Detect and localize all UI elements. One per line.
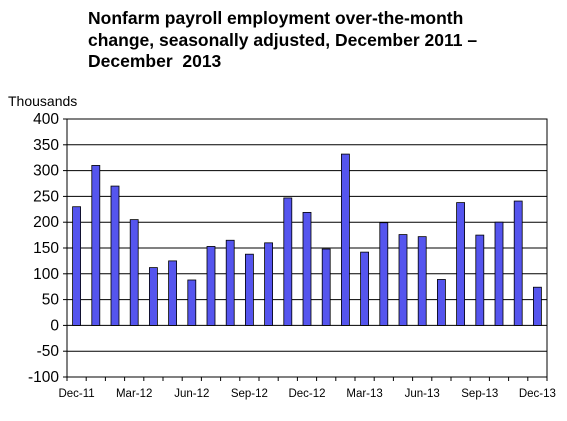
bar — [417, 236, 427, 326]
x-tick-label: Jun-12 — [174, 388, 209, 400]
x-tick-label: Dec-11 — [58, 388, 94, 400]
y-tick-label: 0 — [50, 317, 59, 334]
bar — [244, 253, 254, 326]
bar — [475, 234, 485, 326]
x-tick-label: Sep-12 — [231, 388, 268, 400]
x-tick-label: Sep-13 — [461, 388, 498, 400]
bar — [513, 200, 523, 326]
bar — [91, 165, 101, 326]
y-tick-label: 250 — [33, 188, 59, 205]
chart-title-line: Nonfarm payroll employment over-the-mont… — [88, 8, 464, 28]
bar — [148, 267, 158, 326]
bar — [302, 211, 312, 326]
bar — [110, 185, 120, 326]
bar — [168, 260, 178, 326]
y-tick-label: 100 — [33, 266, 59, 283]
y-tick-label: 50 — [42, 292, 60, 309]
bar — [206, 246, 216, 326]
y-tick-label: 350 — [33, 137, 59, 154]
y-tick-label: 150 — [33, 240, 59, 257]
y-tick-label: -100 — [28, 369, 59, 386]
bar — [340, 153, 350, 326]
bar — [456, 202, 466, 326]
chart-title-line: December 2013 — [88, 51, 222, 71]
bar — [72, 206, 81, 326]
bar — [187, 279, 197, 326]
y-axis-label: Thousands — [8, 93, 78, 109]
x-tick-label: Dec-13 — [519, 388, 556, 400]
bar — [494, 221, 504, 326]
bar — [225, 239, 235, 326]
bar — [360, 251, 370, 326]
bar — [533, 286, 542, 326]
x-tick-label: Mar-12 — [116, 388, 152, 400]
x-tick-label: Dec-12 — [288, 388, 325, 400]
x-tick-label: Jun-13 — [405, 388, 440, 400]
chart-title: Nonfarm payroll employment over-the-mont… — [88, 8, 548, 73]
plot-border — [66, 118, 548, 378]
x-tick-label: Mar-13 — [346, 388, 382, 400]
y-tick-label: -50 — [37, 343, 60, 360]
bar — [283, 197, 293, 326]
chart-title-line: change, seasonally adjusted, December 20… — [88, 29, 478, 50]
bar — [321, 248, 331, 326]
bar — [264, 242, 274, 326]
y-tick-label: 200 — [33, 214, 59, 231]
bar — [398, 234, 408, 326]
bar — [436, 279, 446, 326]
y-tick-label: 300 — [33, 163, 59, 180]
bar — [129, 219, 139, 326]
bar — [379, 222, 389, 326]
y-tick-label: 400 — [33, 111, 59, 128]
